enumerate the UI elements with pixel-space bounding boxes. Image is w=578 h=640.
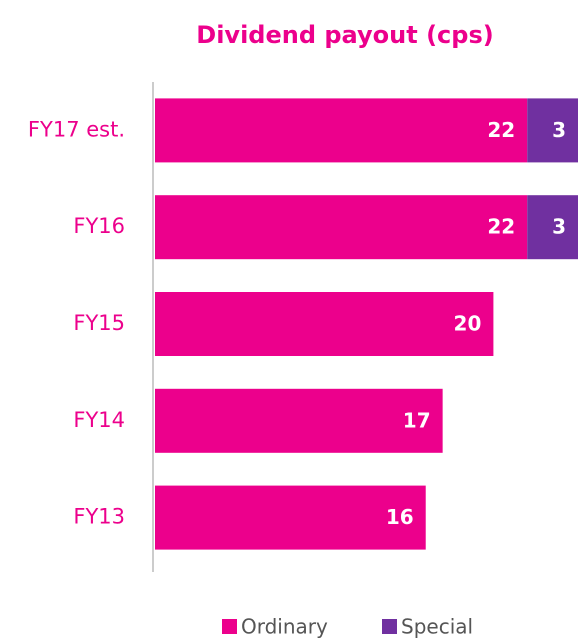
- legend-label: Ordinary: [241, 615, 328, 639]
- data-label: 3: [552, 118, 566, 142]
- bar-segment: [155, 485, 426, 550]
- bar-segment: [155, 292, 494, 356]
- y-tick-label: FY17 est.: [28, 117, 125, 141]
- data-label: 3: [552, 215, 566, 239]
- y-tick-label: FY14: [73, 408, 125, 432]
- chart-title: Dividend payout (cps): [196, 21, 493, 49]
- y-tick-label: FY16: [73, 214, 125, 238]
- legend-label: Special: [401, 615, 473, 639]
- data-label: 17: [403, 408, 431, 432]
- data-label: 22: [487, 118, 515, 142]
- data-label: 20: [454, 312, 482, 336]
- bar-segment: [155, 388, 443, 453]
- bar-segment: [527, 195, 578, 260]
- data-label: 16: [386, 505, 414, 529]
- y-tick-label: FY13: [73, 505, 125, 529]
- bar-segment: [155, 195, 528, 260]
- legend-swatch: [222, 619, 237, 634]
- bar-segment: [155, 98, 528, 163]
- y-tick-label: FY15: [73, 311, 125, 335]
- legend-swatch: [382, 619, 397, 634]
- data-label: 22: [487, 215, 515, 239]
- bar-segment: [527, 98, 578, 163]
